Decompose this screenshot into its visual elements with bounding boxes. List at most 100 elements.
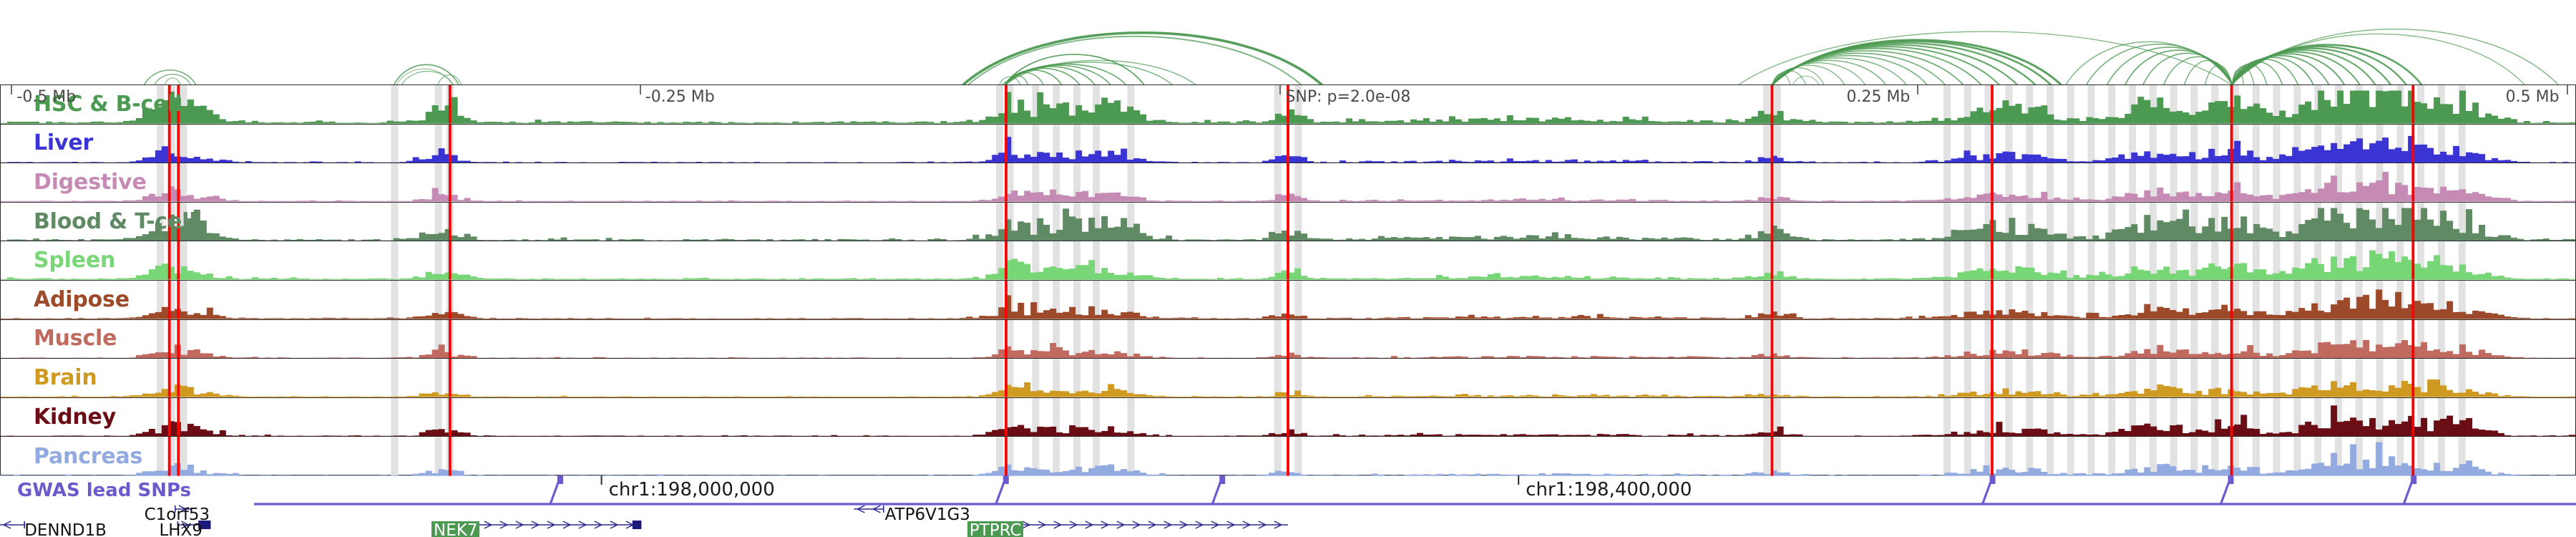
highlight-band — [2273, 124, 2280, 163]
track-row-adipose[interactable]: Adipose — [1, 280, 2575, 320]
highlight-band — [391, 241, 399, 280]
highlight-band — [1773, 319, 1781, 359]
highlight-band — [1274, 124, 1282, 163]
interaction-arc — [2231, 61, 2283, 84]
highlight-band — [1294, 202, 1302, 241]
highlight-band — [2190, 124, 2198, 163]
gwas-snp-tick[interactable] — [2228, 475, 2234, 484]
highlight-band — [2170, 163, 2177, 202]
highlight-band — [2376, 397, 2384, 437]
track-row-muscle[interactable]: Muscle — [1, 319, 2575, 359]
snp-marker-line — [1991, 241, 1994, 280]
highlight-band — [2458, 280, 2466, 319]
highlight-band — [2355, 397, 2363, 437]
highlight-band — [2087, 202, 2095, 241]
track-row-blood-t-cell[interactable]: Blood & T-cell — [1, 202, 2575, 242]
highlight-band — [1006, 163, 1014, 202]
highlight-band — [2293, 280, 2301, 319]
highlight-band — [2149, 280, 2157, 319]
highlight-band — [1963, 280, 1971, 319]
snp-marker-line — [1005, 124, 1008, 163]
highlight-band — [434, 85, 442, 124]
highlight-band — [2087, 163, 2095, 202]
highlight-band — [2129, 202, 2137, 241]
gene-label-c1orf53[interactable]: C1orf53 — [144, 505, 210, 524]
highlight-band — [2458, 437, 2466, 476]
interaction-arc — [1771, 42, 2036, 84]
highlight-band — [1294, 124, 1302, 163]
track-row-liver[interactable]: Liver — [1, 124, 2575, 164]
gene-exon-block[interactable] — [198, 521, 211, 529]
highlight-band — [2252, 163, 2260, 202]
gene-svg — [0, 505, 1288, 529]
axis-tick-label: SNP: p=2.0e-08 — [1285, 88, 1411, 106]
highlight-band — [2334, 319, 2342, 359]
gene-strand-arrow — [872, 505, 881, 513]
track-row-spleen[interactable]: Spleen — [1, 241, 2575, 281]
track-row-brain[interactable]: Brain — [1, 359, 2575, 398]
highlight-band — [434, 124, 442, 163]
highlight-band — [2149, 124, 2157, 163]
snp-marker-line — [167, 280, 171, 319]
track-row-kidney[interactable]: Kidney — [1, 397, 2575, 437]
track-row-digestive[interactable]: Digestive — [1, 163, 2575, 203]
highlight-band — [996, 319, 1004, 359]
track-row-pancreas[interactable]: Pancreas — [1, 437, 2575, 476]
gene-exon-block[interactable] — [632, 521, 642, 529]
snp-marker-line — [1770, 437, 1774, 476]
highlight-band — [1092, 437, 1100, 476]
highlight-band — [2396, 319, 2404, 359]
gwas-snp-tick[interactable] — [557, 475, 563, 484]
highlight-band — [2417, 397, 2425, 437]
snp-marker-line — [448, 163, 452, 202]
highlight-band — [180, 397, 187, 437]
snp-marker-line — [2411, 163, 2415, 202]
track-row-hsc-b-cell[interactable]: HSC & B-cell -0.5 Mb -0.25 Mb SNP: p=2.0e-0… — [1, 85, 2575, 125]
snp-marker-line — [1991, 397, 1994, 437]
highlight-band — [2026, 280, 2034, 319]
highlight-band — [1274, 241, 1282, 280]
highlight-band — [391, 163, 399, 202]
snp-marker-line — [2230, 85, 2233, 124]
highlight-band — [2437, 124, 2445, 163]
highlight-band — [2108, 202, 2116, 241]
highlight-band — [2067, 241, 2074, 280]
highlight-band — [2458, 202, 2466, 241]
highlight-band — [2170, 124, 2177, 163]
highlight-band — [996, 359, 1004, 397]
snp-marker-line — [177, 85, 180, 124]
gwas-snp-tick[interactable] — [2411, 475, 2417, 484]
interaction-arc — [2231, 63, 2268, 84]
highlight-band — [1984, 397, 1992, 437]
highlight-band — [2211, 280, 2219, 319]
highlight-band — [1274, 397, 1282, 437]
gwas-snp-tick[interactable] — [1989, 475, 1996, 484]
gene-label-lhx9[interactable]: LHX9 — [159, 521, 203, 537]
snp-marker-line — [448, 280, 452, 319]
gene-label-nek7[interactable]: NEK7 — [431, 521, 480, 537]
highlight-band — [2149, 319, 2157, 359]
snp-marker-line — [2230, 437, 2233, 476]
highlight-band — [434, 202, 442, 241]
gwas-snp-tick[interactable] — [1219, 475, 1226, 484]
highlight-band — [391, 359, 399, 397]
highlight-band — [1032, 85, 1040, 124]
track-signal-svg — [1, 163, 2575, 202]
highlight-band — [2190, 359, 2198, 397]
interaction-arc — [1005, 62, 1173, 84]
gene-label-atp6v1g3[interactable]: ATP6V1G3 — [884, 505, 970, 524]
gene-label-ptprc[interactable]: PTPRC — [967, 521, 1024, 537]
snp-marker-line — [2230, 124, 2233, 163]
interaction-arc — [1772, 64, 1845, 84]
highlight-band — [1763, 437, 1771, 476]
highlight-band — [1032, 437, 1040, 476]
gwas-snp-tick[interactable] — [1002, 475, 1009, 484]
gene-label-dennd1b[interactable]: DENND1B — [24, 521, 107, 537]
highlight-band — [2190, 437, 2198, 476]
highlight-band — [2314, 280, 2322, 319]
highlight-band — [1032, 163, 1040, 202]
highlight-band — [1773, 359, 1781, 397]
snp-marker-line — [177, 319, 180, 359]
highlight-band — [2005, 359, 2013, 397]
highlight-band — [1963, 319, 1971, 359]
